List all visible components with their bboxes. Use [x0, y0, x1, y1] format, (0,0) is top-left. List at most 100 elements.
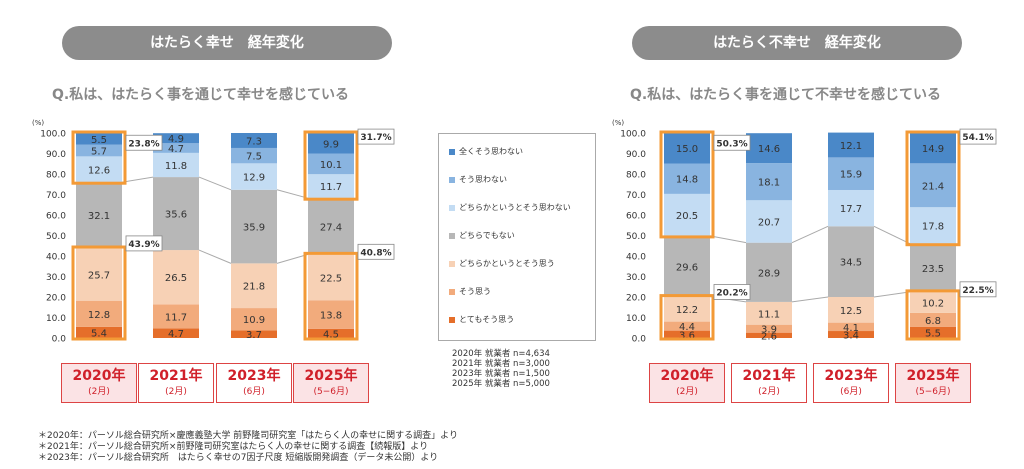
right-data-label: 21.4	[922, 181, 944, 192]
left-year-box: 2021年 (2月)	[138, 363, 214, 403]
legend-label: どちらでもない	[459, 231, 515, 240]
footnote: ＊2020年：パーソル総合研究所×慶應義塾大学 前野隆司研究室「はたらく人の幸せ…	[38, 431, 458, 441]
left-callout-value: 23.8%	[128, 139, 159, 149]
right-year-label: 2020年	[660, 368, 714, 384]
left-data-label: 9.9	[323, 139, 339, 150]
right-bar-segment	[910, 312, 956, 327]
left-callout-value: 40.8%	[360, 248, 391, 258]
right-data-label: 18.1	[758, 178, 780, 189]
left-bar-segment	[308, 153, 354, 175]
right-bar-segment	[664, 163, 710, 194]
right-callout-box	[959, 281, 997, 298]
right-data-label: 20.5	[676, 211, 698, 222]
left-data-label: 5.5	[91, 135, 107, 146]
right-data-label: 2.6	[761, 331, 777, 342]
left-bar-segment	[76, 326, 122, 338]
left-y-unit: (%)	[32, 119, 44, 127]
right-highlight-frame	[905, 130, 961, 247]
left-year-period: (5−6月)	[313, 387, 349, 397]
right-bar-segment	[664, 193, 710, 236]
left-bar-segment	[153, 328, 199, 338]
left-data-label: 11.8	[165, 161, 187, 172]
left-bar-segment	[231, 330, 277, 338]
legend-swatch	[449, 204, 455, 211]
right-y-tick: 30.0	[626, 273, 646, 283]
right-data-label: 3.4	[843, 331, 859, 342]
left-data-label: 10.1	[320, 160, 342, 171]
left-data-label: 35.9	[243, 223, 265, 234]
legend-swatch	[449, 176, 455, 183]
left-bar-segment	[308, 254, 354, 301]
left-data-label: 22.5	[320, 273, 342, 284]
right-bar-segment	[664, 321, 710, 331]
left-highlight-frame	[303, 251, 359, 341]
left-data-label: 32.1	[88, 211, 110, 222]
left-y-tick: 90.0	[46, 150, 66, 160]
footnote: ＊2023年：パーソル総合研究所 はたらく幸せの7因子尺度 短縮版開発調査（デー…	[38, 453, 439, 463]
left-year-label: 2023年	[227, 368, 281, 384]
right-highlight-frame	[905, 289, 961, 341]
right-y-unit: (%)	[612, 119, 624, 127]
right-y-tick: 50.0	[626, 232, 646, 242]
right-bar-segment	[910, 326, 956, 338]
right-callout-box	[713, 284, 751, 300]
left-bar-segment	[76, 144, 122, 157]
left-data-label: 12.8	[88, 310, 110, 321]
left-bar-segment	[308, 300, 354, 329]
footnote: ＊2021年：パーソル総合研究所×前野隆司研究室はたらく人の幸せに関する調査【続…	[38, 442, 429, 452]
right-connector-line	[873, 225, 911, 245]
left-y-tick: 60.0	[46, 212, 66, 222]
left-data-label: 3.7	[246, 330, 262, 341]
legend-swatch	[449, 148, 455, 155]
legend-item: どちらかというとそう思わない	[449, 202, 571, 213]
right-y-tick: 70.0	[626, 191, 646, 201]
left-y-tick: 100.0	[40, 130, 66, 140]
left-bar-segment	[308, 174, 354, 199]
right-bar-segment	[664, 132, 710, 164]
right-data-label: 4.1	[843, 323, 859, 334]
left-data-label: 4.7	[168, 144, 184, 155]
left-callout-box	[357, 128, 395, 145]
right-year-box: 2021年 (2月)	[731, 363, 807, 403]
left-bar-segment	[308, 198, 354, 255]
left-connector-line	[276, 189, 309, 199]
left-bar-segment	[153, 133, 199, 144]
left-year-box: 2020年 (2月)	[61, 363, 137, 403]
right-year-label: 2021年	[742, 368, 796, 384]
left-y-tick: 80.0	[46, 171, 66, 181]
left-year-label: 2021年	[149, 368, 203, 384]
right-callout-box	[713, 134, 751, 151]
legend-item: とてもそう思う	[449, 314, 514, 325]
left-data-label: 12.9	[243, 173, 265, 184]
right-data-label: 3.6	[679, 330, 695, 341]
left-data-label: 11.7	[320, 182, 342, 193]
right-bar-segment	[828, 132, 874, 158]
right-y-tick: 20.0	[626, 294, 646, 304]
right-bar-segment	[910, 291, 956, 313]
right-y-tick: 40.0	[626, 253, 646, 263]
legend-swatch	[449, 232, 455, 239]
right-data-label: 12.1	[840, 141, 862, 152]
right-data-label: 14.8	[676, 175, 698, 186]
left-bar-segment	[76, 156, 122, 183]
right-bar-segment	[746, 332, 792, 338]
left-highlight-frame	[71, 130, 127, 185]
right-data-label: 28.9	[758, 268, 780, 279]
sample-size: 2021年 就業者 n=3,000	[452, 359, 550, 369]
right-highlight-frame	[659, 294, 715, 341]
left-title-pill: はたらく幸せ 経年変化	[62, 26, 392, 60]
left-data-label: 4.5	[323, 329, 339, 340]
left-data-label: 12.6	[88, 165, 110, 176]
left-bar-segment	[231, 308, 277, 331]
left-y-tick: 50.0	[46, 232, 66, 242]
right-connector-line	[709, 235, 747, 244]
right-y-tick: 80.0	[626, 171, 646, 181]
left-data-label: 13.8	[320, 311, 342, 322]
left-data-label: 21.8	[243, 282, 265, 293]
right-title-pill: はたらく不幸せ 経年変化	[632, 26, 962, 60]
left-year-box: 2023年 (6月)	[216, 363, 292, 403]
right-data-label: 17.7	[840, 204, 862, 215]
legend-item: どちらかというとそう思う	[449, 258, 555, 269]
right-year-label: 2023年	[824, 368, 878, 384]
right-data-label: 23.5	[922, 264, 944, 275]
